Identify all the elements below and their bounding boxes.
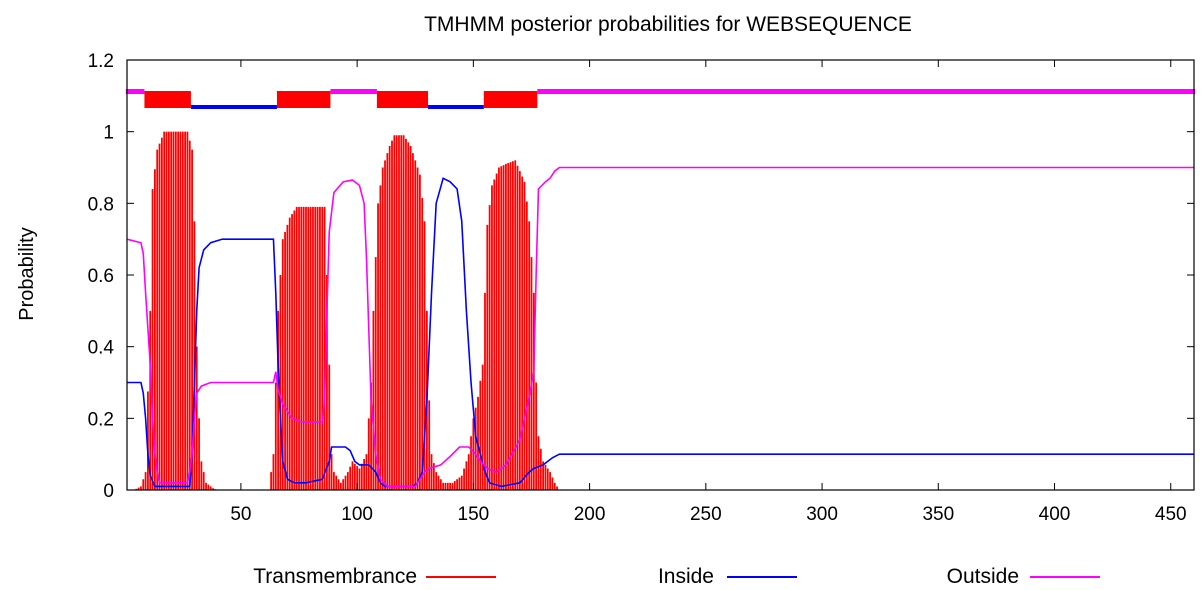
y-tick-label: 0 bbox=[103, 481, 114, 502]
topology-segment-inside bbox=[190, 105, 277, 109]
y-tick-label: 0.6 bbox=[88, 266, 114, 287]
x-tick-label: 50 bbox=[230, 504, 251, 525]
topology-segment-outside bbox=[125, 89, 145, 94]
y-tick-label: 1.2 bbox=[88, 51, 114, 72]
series-line-outside bbox=[126, 166, 1194, 488]
y-tick-label: 0.4 bbox=[88, 338, 115, 359]
y-tick-label: 0.8 bbox=[88, 194, 114, 215]
x-tick-label: 400 bbox=[1039, 504, 1071, 525]
topology-segment-inside bbox=[428, 105, 484, 109]
plot-area bbox=[125, 89, 1196, 490]
legend-label-inside: Inside bbox=[658, 565, 714, 588]
topology-segment-tm bbox=[483, 91, 538, 108]
y-axis-ticks: 0 0.2 0.4 0.6 0.8 1 1.2 bbox=[88, 51, 1194, 502]
chart-title: TMHMM posterior probabilities for WEBSEQ… bbox=[424, 13, 912, 36]
legend-label-outside: Outside bbox=[947, 565, 1019, 588]
y-tick-label: 0.2 bbox=[88, 409, 114, 430]
x-axis-ticks: 50 100 150 200 250 300 350 400 450 bbox=[230, 60, 1187, 525]
topology-bar bbox=[125, 89, 1196, 109]
line-series bbox=[126, 166, 1194, 488]
x-tick-label: 150 bbox=[458, 504, 490, 525]
topology-segment-tm bbox=[144, 91, 191, 108]
x-tick-label: 350 bbox=[922, 504, 954, 525]
topology-segment-tm bbox=[276, 91, 331, 108]
transmembrane-impulses bbox=[135, 131, 558, 490]
x-tick-label: 250 bbox=[690, 504, 722, 525]
topology-segment-tm bbox=[376, 91, 429, 108]
y-axis-title: Probability bbox=[16, 227, 38, 320]
x-tick-label: 200 bbox=[574, 504, 606, 525]
topology-segment-outside bbox=[537, 89, 1196, 94]
legend: Transmembrance Inside Outside bbox=[253, 565, 1100, 588]
y-tick-label: 1 bbox=[103, 123, 114, 144]
legend-label-transmembrance: Transmembrance bbox=[253, 565, 417, 588]
topology-segment-outside bbox=[330, 89, 377, 94]
x-tick-label: 100 bbox=[341, 504, 373, 525]
x-tick-label: 300 bbox=[806, 504, 838, 525]
x-tick-label: 450 bbox=[1155, 504, 1187, 525]
